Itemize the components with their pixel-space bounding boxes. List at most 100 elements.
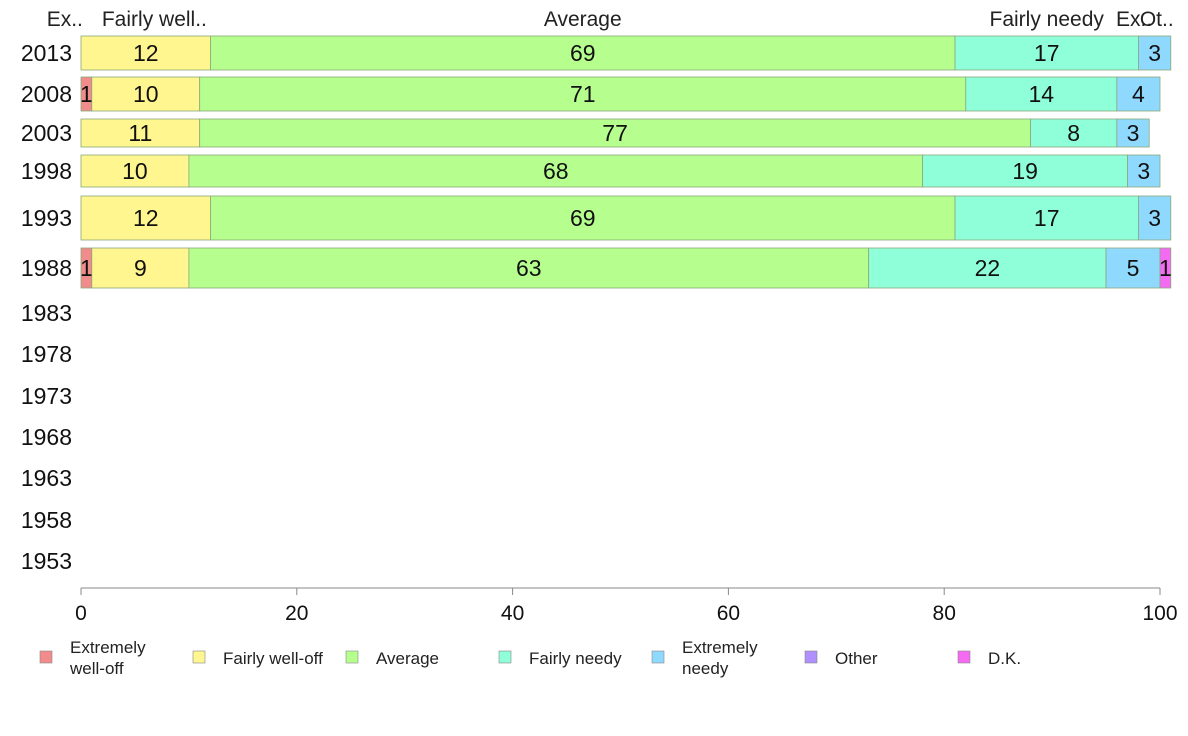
top-label-0: Ex.. — [47, 8, 83, 31]
value-label-1988-1: 9 — [134, 255, 147, 281]
value-label-1998-4: 3 — [1137, 158, 1150, 184]
y-label-1973: 1973 — [21, 383, 72, 409]
legend-label-6: D.K. — [988, 649, 1021, 668]
bar-1998-extremely-needy — [1127, 154, 1161, 188]
top-label-3: Fairly needy — [990, 8, 1105, 31]
bars-group: 12 69 17 31 10 71 14 411 77 8 310 68 19 312 69 17 31 9 63 2… — [80, 35, 1172, 289]
value-label-1998-3: 19 — [1012, 158, 1038, 184]
bar-1993-average — [210, 195, 956, 241]
value-label-2013-4: 3 — [1148, 40, 1161, 66]
y-label-1978: 1978 — [21, 341, 72, 367]
value-label-1993-3: 17 — [1034, 205, 1060, 231]
y-label-2003: 2003 — [21, 120, 72, 146]
top-label-5: Ot.. — [1140, 8, 1174, 31]
value-label-2008-1: 10 — [133, 81, 159, 107]
bar-2008-fairly-needy — [965, 76, 1118, 112]
x-tick-label-100: 100 — [1142, 602, 1177, 625]
value-label-2003-1: 11 — [128, 120, 152, 146]
legend-label-0: Extremely well-off — [69, 638, 146, 678]
legend-swatch-1 — [192, 650, 206, 664]
bar-2008-extremely-needy — [1116, 76, 1161, 112]
legend-label-5: Other — [835, 649, 878, 668]
bar-1998-average — [188, 154, 924, 188]
value-label-1993-1: 12 — [133, 205, 159, 231]
bar-2003-fairly-needy — [1030, 118, 1118, 148]
x-tick-label-80: 80 — [933, 602, 956, 625]
value-label-1988-3: 22 — [975, 255, 1001, 281]
y-label-1998: 1998 — [21, 158, 72, 184]
top-label-4: Ex.. — [1116, 8, 1152, 31]
bar-1993-fairly-needy — [954, 195, 1139, 241]
legend-label-4-line-0: Extremely — [682, 638, 758, 657]
legend-label-6-line-0: D.K. — [988, 649, 1021, 668]
value-label-1988-2: 63 — [516, 255, 542, 281]
value-label-1993-4: 3 — [1148, 205, 1161, 231]
value-label-2003-3: 8 — [1067, 120, 1080, 146]
value-label-1998-2: 68 — [543, 158, 569, 184]
value-label-2003-2: 77 — [602, 120, 628, 146]
top-category-labels: Ex.. Fairly well.. Average Fairly needy Ex..… — [47, 8, 1174, 31]
legend-label-4: Extremely needy — [682, 638, 758, 678]
legend-swatch-0 — [39, 650, 53, 664]
x-tick-label-60: 60 — [717, 602, 740, 625]
value-label-1998-1: 10 — [122, 158, 148, 184]
y-axis-labels: 2013 2008 2003 1998 1993 1988 1983 1978 1973 1968… — [21, 40, 72, 574]
bar-2013-average — [210, 35, 956, 71]
bar-2003-fairly-well-off — [80, 118, 201, 148]
bar-2003-extremely-needy — [1116, 118, 1150, 148]
legend-swatch-6 — [957, 650, 971, 664]
legend-label-3: Fairly needy — [529, 649, 622, 668]
legend-label-2-line-0: Average — [376, 649, 439, 668]
top-label-1: Fairly well.. — [102, 8, 207, 31]
legend: Extremely well-off Fairly well-off Average F… — [39, 638, 1021, 678]
y-label-1988: 1988 — [21, 255, 72, 281]
value-label-2008-3: 14 — [1029, 81, 1055, 107]
x-tick-label-0: 0 — [75, 602, 87, 625]
value-label-2013-2: 69 — [570, 40, 596, 66]
y-label-1968: 1968 — [21, 424, 72, 450]
value-label-1993-2: 69 — [570, 205, 596, 231]
bar-2008-average — [199, 76, 967, 112]
bar-1998-fairly-well-off — [80, 154, 190, 188]
bar-1993-fairly-well-off — [80, 195, 211, 241]
legend-label-4-line-1: needy — [682, 659, 729, 678]
legend-label-2: Average — [376, 649, 439, 668]
value-label-1988-4: 5 — [1127, 255, 1140, 281]
bar-1988-average — [188, 247, 870, 289]
y-label-2013: 2013 — [21, 40, 72, 66]
bar-1988-d-k- — [1159, 247, 1172, 289]
bar-1988-fairly-well-off — [91, 247, 190, 289]
legend-label-0-line-0: Extremely — [70, 638, 146, 657]
bar-2008-fairly-well-off — [91, 76, 201, 112]
value-label-2008-4: 4 — [1132, 81, 1145, 107]
y-label-1953: 1953 — [21, 548, 72, 574]
x-tick-label-20: 20 — [285, 602, 308, 625]
value-label-2008-0: 1 — [80, 81, 93, 107]
legend-swatch-5 — [804, 650, 818, 664]
legend-label-5-line-0: Other — [835, 649, 878, 668]
value-label-2013-1: 12 — [133, 40, 159, 66]
x-axis: 0 20 40 60 80 100 — [75, 587, 1178, 625]
bar-1988-fairly-needy — [868, 247, 1107, 289]
legend-label-1: Fairly well-off — [223, 649, 323, 668]
legend-swatch-2 — [345, 650, 359, 664]
y-label-1983: 1983 — [21, 300, 72, 326]
y-label-1963: 1963 — [21, 465, 72, 491]
y-label-1958: 1958 — [21, 507, 72, 533]
value-label-2003-4: 3 — [1127, 120, 1140, 146]
y-label-1993: 1993 — [21, 205, 72, 231]
value-label-2013-3: 17 — [1034, 40, 1060, 66]
bar-1988-extremely-needy — [1105, 247, 1161, 289]
legend-label-0-line-1: well-off — [69, 659, 124, 678]
bar-2013-extremely-needy — [1138, 35, 1172, 71]
bar-1993-extremely-needy — [1138, 195, 1172, 241]
value-label-1988-0: 1 — [80, 255, 93, 281]
legend-label-3-line-0: Fairly needy — [529, 649, 622, 668]
value-label-1988-6: 1 — [1159, 255, 1172, 281]
value-label-2008-2: 71 — [570, 81, 596, 107]
bar-1998-fairly-needy — [922, 154, 1129, 188]
legend-swatch-4 — [651, 650, 665, 664]
x-tick-label-40: 40 — [501, 602, 524, 625]
legend-swatch-3 — [498, 650, 512, 664]
y-label-2008: 2008 — [21, 81, 72, 107]
